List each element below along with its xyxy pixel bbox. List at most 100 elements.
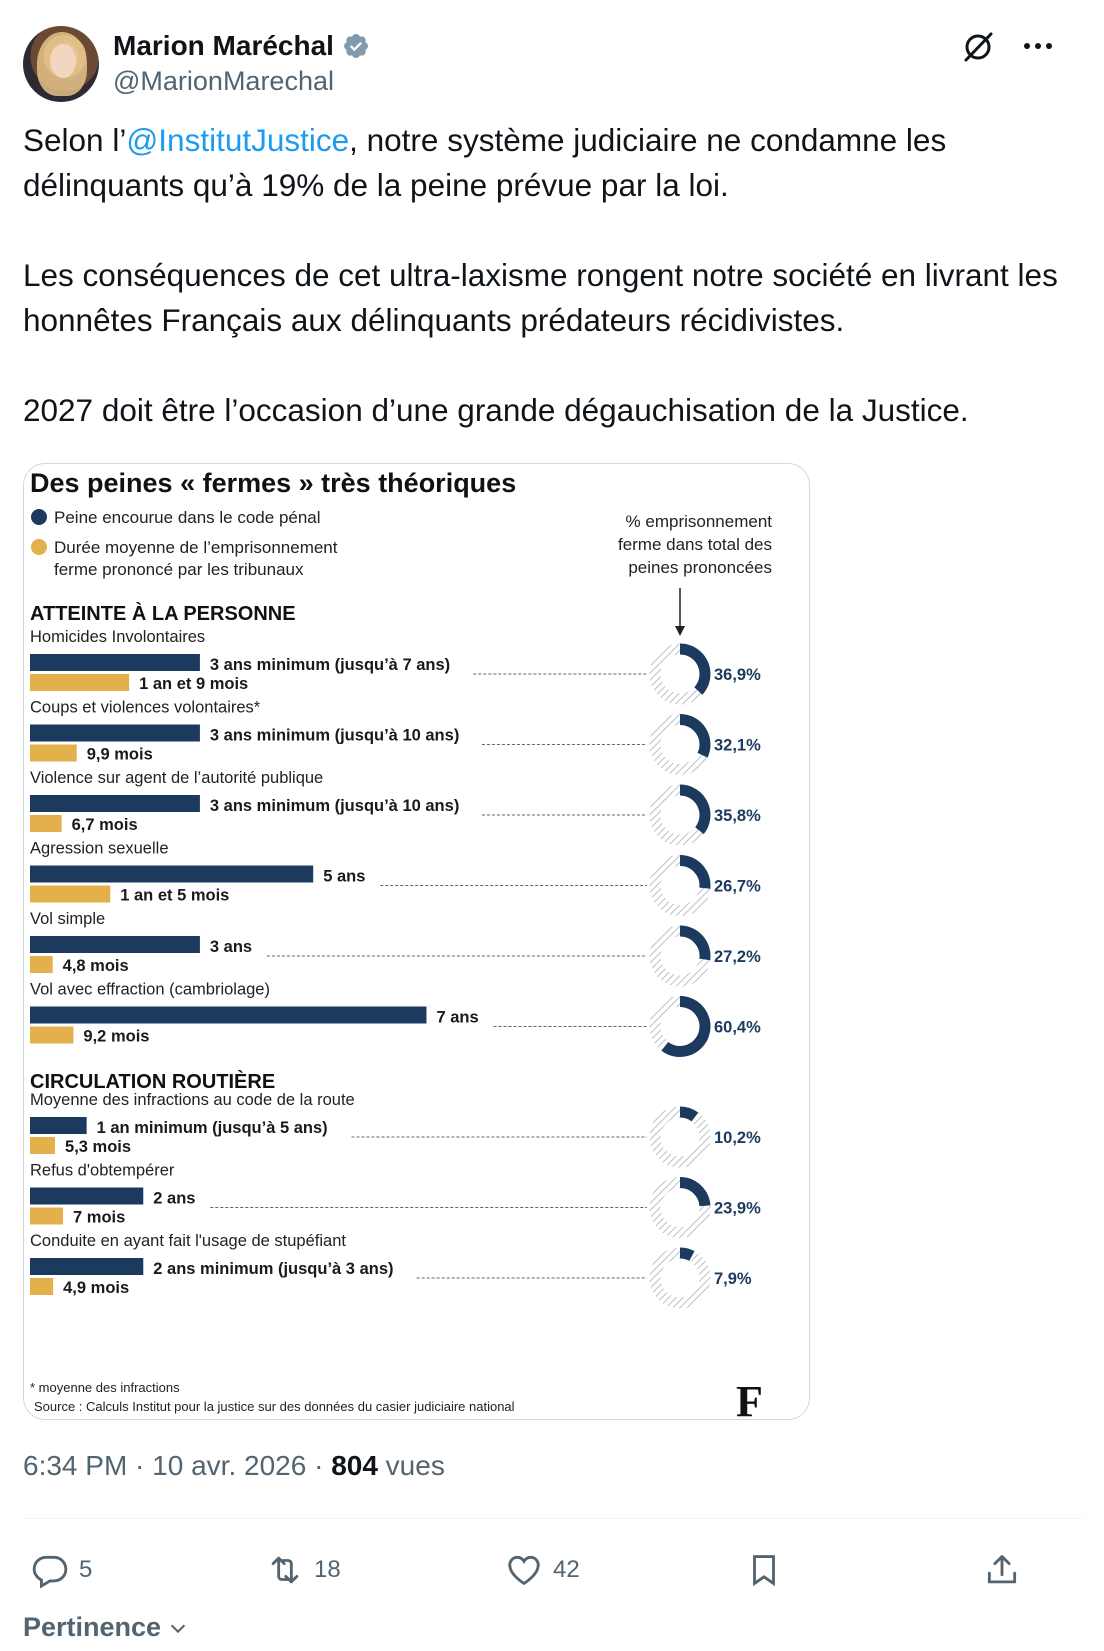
tweet-date[interactable]: 10 avr. 2026 xyxy=(152,1450,307,1481)
bar-encourue xyxy=(30,865,314,883)
pct-label: 35,8% xyxy=(714,807,761,825)
bar-encourue-label: 2 ans minimum (jusqu’à 3 ans) xyxy=(153,1260,393,1278)
heart-icon xyxy=(508,1555,540,1586)
bar-encourue xyxy=(30,795,200,812)
bar-prononce-label: 9,9 mois xyxy=(87,746,153,764)
row-label: Vol simple xyxy=(30,910,105,928)
bar-prononce xyxy=(30,1278,54,1295)
donut-value-arc xyxy=(679,925,711,961)
tweet-time[interactable]: 6:34 PM xyxy=(23,1450,128,1481)
bar-encourue xyxy=(30,724,200,742)
verified-badge-icon xyxy=(343,34,368,58)
pct-legend-line2: ferme dans total des xyxy=(618,535,772,554)
row-label: Conduite en ayant fait l'usage de stupéf… xyxy=(30,1232,346,1250)
bar-prononce xyxy=(30,674,130,691)
repost-button[interactable]: 18 xyxy=(266,1540,341,1600)
row-label: Vol avec effraction (cambriolage) xyxy=(30,981,270,999)
bar-prononce xyxy=(30,956,53,973)
bar-prononce-label: 1 an et 5 mois xyxy=(120,887,229,905)
row-label: Homicides Involontaires xyxy=(30,628,205,646)
bar-encourue xyxy=(30,1117,87,1134)
bar-encourue-label: 3 ans minimum (jusqu’à 7 ans) xyxy=(210,656,450,674)
avatar[interactable] xyxy=(23,26,99,102)
donut-value-arc xyxy=(679,1177,711,1207)
tweet-paragraph-3: 2027 doit être l’occasion d’une grande d… xyxy=(23,392,969,428)
bar-prononce xyxy=(30,744,77,762)
bar-prononce-label: 1 an et 9 mois xyxy=(139,675,248,693)
bar-encourue-label: 3 ans xyxy=(210,938,252,956)
sort-label: Pertinence xyxy=(23,1612,162,1642)
bar-prononce-label: 5,3 mois xyxy=(65,1138,131,1156)
donut-value-arc xyxy=(679,1106,699,1122)
legend-prononce-line1: Durée moyenne de l’emprisonnement xyxy=(54,538,338,557)
bar-encourue xyxy=(30,1187,144,1205)
reply-count: 5 xyxy=(79,1556,93,1583)
mention-link[interactable]: @InstitutJustice xyxy=(126,122,350,158)
more-options-icon[interactable] xyxy=(1023,40,1053,52)
reply-button[interactable]: 5 xyxy=(31,1540,92,1600)
bar-encourue xyxy=(30,1258,144,1275)
bar-prononce-label: 4,8 mois xyxy=(63,957,129,975)
bookmark-button[interactable] xyxy=(745,1540,783,1600)
footnote: * moyenne des infractions xyxy=(30,1380,180,1395)
sort-dropdown[interactable]: Pertinence xyxy=(23,1612,189,1643)
legend-encourue-dot xyxy=(31,509,47,525)
action-bar: 5 18 42 xyxy=(23,1540,1083,1600)
bar-prononce xyxy=(30,815,62,832)
bar-prononce-label: 6,7 mois xyxy=(72,816,138,834)
share-icon xyxy=(987,1555,1017,1584)
chevron-down-icon xyxy=(170,1624,186,1633)
like-button[interactable]: 42 xyxy=(505,1540,580,1600)
divider xyxy=(23,1518,1083,1519)
author-name-line[interactable]: Marion Maréchal xyxy=(113,28,370,64)
donut-value-arc xyxy=(679,643,711,695)
tweet-text: Selon l’@InstitutJustice, notre système … xyxy=(23,118,1073,433)
repost-count: 18 xyxy=(314,1556,341,1583)
pct-label: 10,2% xyxy=(714,1129,761,1147)
svg-text:F: F xyxy=(736,1377,763,1420)
author-handle[interactable]: @MarionMarechal xyxy=(113,66,334,96)
source: Source : Calculs Institut pour la justic… xyxy=(34,1399,515,1414)
bar-encourue-label: 2 ans xyxy=(153,1190,195,1208)
bar-encourue-label: 3 ans minimum (jusqu’à 10 ans) xyxy=(210,727,459,745)
section-heading: CIRCULATION ROUTIÈRE xyxy=(30,1070,275,1093)
bar-prononce-label: 7 mois xyxy=(73,1209,125,1227)
author-name[interactable]: Marion Maréchal xyxy=(113,30,334,61)
bar-encourue xyxy=(30,1006,427,1024)
le-figaro-logo: F xyxy=(736,1377,763,1420)
grok-icon[interactable] xyxy=(961,30,995,64)
bar-prononce xyxy=(30,885,111,903)
chart-rows: ATTEINTE À LA PERSONNE Homicides Involont… xyxy=(30,602,761,1309)
pct-label: 32,1% xyxy=(714,737,761,755)
row-label: Moyenne des infractions au code de la ro… xyxy=(30,1091,355,1109)
bar-prononce xyxy=(30,1207,64,1225)
tweet-image[interactable]: Des peines « fermes » très théoriques Pe… xyxy=(23,463,810,1420)
infographic-title: Des peines « fermes » très théoriques xyxy=(30,468,516,498)
bar-encourue-label: 7 ans xyxy=(436,1009,478,1027)
bookmark-icon xyxy=(753,1555,775,1587)
bar-prononce xyxy=(30,1026,74,1044)
infographic: Des peines « fermes » très théoriques Pe… xyxy=(30,468,772,1420)
bar-prononce-label: 9,2 mois xyxy=(83,1028,149,1046)
tweet-meta: 6:34 PM · 10 avr. 2026 · 804 vues xyxy=(23,1450,445,1481)
pct-label: 23,9% xyxy=(714,1200,761,1218)
pct-label: 7,9% xyxy=(714,1270,752,1288)
repost-icon xyxy=(271,1556,299,1584)
pct-legend-line3: peines prononcées xyxy=(628,558,772,577)
pct-label: 26,7% xyxy=(714,878,761,896)
views-label: vues xyxy=(377,1450,445,1481)
bar-encourue xyxy=(30,654,200,671)
pct-label: 27,2% xyxy=(714,948,761,966)
bar-prononce-label: 4,9 mois xyxy=(63,1279,129,1297)
tweet-header: Marion Maréchal @MarionMarechal xyxy=(23,26,1083,102)
reply-icon xyxy=(32,1555,68,1589)
donut-track xyxy=(649,1106,711,1168)
tweet-paragraph-2: Les conséquences de cet ultra-laxisme ro… xyxy=(23,257,1058,338)
views-count: 804 xyxy=(331,1450,378,1481)
row-label: Agression sexuelle xyxy=(30,840,169,858)
bar-encourue-label: 1 an minimum (jusqu’à 5 ans) xyxy=(97,1119,328,1137)
legend-encourue: Peine encourue dans le code pénal xyxy=(54,508,321,527)
like-count: 42 xyxy=(553,1556,580,1583)
bar-encourue xyxy=(30,936,200,953)
share-button[interactable] xyxy=(983,1540,1021,1600)
